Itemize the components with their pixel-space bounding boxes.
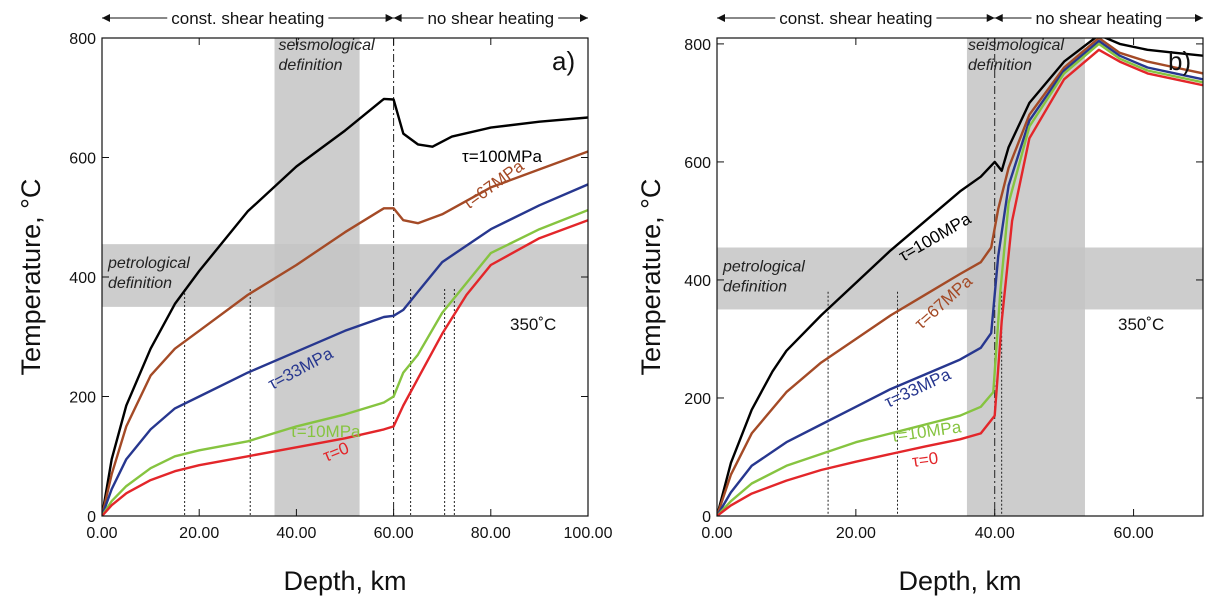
y-tick-label: 600	[684, 155, 711, 172]
annotation-background	[775, 8, 937, 29]
seismological-label-line: seismological	[279, 37, 375, 54]
petrological-band	[102, 244, 588, 307]
petrological-label: petrological definition	[107, 255, 190, 292]
x-tick-label: 0.00	[701, 525, 732, 542]
y-tick-label: 200	[684, 391, 711, 408]
series-line-10	[102, 208, 588, 516]
x-tick-label: 40.00	[975, 525, 1015, 542]
x-tick-label: 0.00	[86, 525, 117, 542]
seismological-label-line: definition	[279, 57, 343, 74]
series-line-0	[717, 48, 1203, 516]
top-annotations: const. shear heating no shear heating	[717, 8, 1203, 29]
series-line-10	[717, 42, 1203, 516]
y-tick-label: 800	[684, 37, 711, 54]
const-shear-label: const. shear heating	[779, 9, 932, 28]
arrow-head	[994, 14, 1003, 22]
seismological-label-line: definition	[968, 57, 1032, 74]
y-tick-label: 0	[702, 509, 711, 526]
seismological-label-line: seismological	[968, 37, 1064, 54]
series-group	[102, 97, 588, 516]
petrological-label-line: petrological	[722, 258, 805, 275]
chart-panel-b: seismological definition petrological defin…	[636, 8, 1204, 596]
series-line-100	[102, 97, 588, 516]
arrow-head	[385, 14, 394, 22]
series-group	[717, 38, 1203, 516]
series-line-100	[717, 38, 1203, 516]
y-axis-label: Temperature, °C	[636, 179, 666, 376]
arrow-head	[986, 14, 995, 22]
series-label-100: τ=100MPa	[462, 147, 543, 166]
isotherm-label: 350˚C	[510, 315, 556, 334]
petrological-label-line: petrological	[107, 255, 190, 272]
y-tick-label: 600	[69, 151, 96, 168]
no-shear-label: no shear heating	[427, 9, 554, 28]
series-line-33	[102, 183, 588, 516]
const-shear-label: const. shear heating	[171, 9, 324, 28]
x-axis-label: Depth, km	[283, 566, 406, 596]
chart-panel-a: seismological definition petrological defin…	[16, 8, 613, 596]
petrological-label: petrological definition	[722, 258, 805, 295]
x-tick-label: 100.00	[564, 525, 613, 542]
petrological-label-line: definition	[108, 275, 172, 292]
no-shear-label: no shear heating	[1036, 9, 1163, 28]
seismological-label: seismological definition	[279, 37, 375, 74]
annotation-background	[1031, 8, 1167, 29]
series-line-33	[717, 39, 1203, 516]
annotation-background	[423, 8, 559, 29]
y-tick-label: 200	[69, 390, 96, 407]
seismological-label: seismological definition	[968, 37, 1064, 74]
x-tick-label: 60.00	[1114, 525, 1154, 542]
petrological-label-line: definition	[723, 278, 787, 295]
x-tick-label: 60.00	[374, 525, 414, 542]
x-axis-label: Depth, km	[898, 566, 1021, 596]
arrow-head	[580, 14, 588, 22]
series-line-67	[102, 150, 588, 516]
x-tick-label: 40.00	[276, 525, 316, 542]
series-label-0: τ=0	[911, 449, 939, 471]
annotation-background	[167, 8, 329, 29]
isotherm-label: 350˚C	[1118, 315, 1164, 334]
x-tick-label: 20.00	[179, 525, 219, 542]
x-tick-label: 20.00	[836, 525, 876, 542]
series-label-10: τ=10MPa	[290, 422, 361, 441]
panel-label: a)	[552, 46, 575, 76]
y-tick-label: 400	[69, 270, 96, 287]
plot-frame	[716, 37, 1204, 517]
arrow-head	[717, 14, 725, 22]
x-tick-label: 80.00	[471, 525, 511, 542]
top-annotations: const. shear heating no shear heating	[102, 8, 588, 29]
arrow-head	[102, 14, 110, 22]
y-axis-label: Temperature, °C	[16, 179, 46, 376]
arrow-head	[393, 14, 402, 22]
panel-label: b)	[1168, 46, 1191, 76]
petrological-band	[717, 247, 1203, 310]
series-line-0	[102, 219, 588, 516]
series-line-67	[717, 38, 1203, 516]
y-tick-label: 0	[87, 509, 96, 526]
y-tick-label: 800	[69, 31, 96, 48]
y-tick-label: 400	[684, 273, 711, 290]
arrow-head	[1195, 14, 1203, 22]
